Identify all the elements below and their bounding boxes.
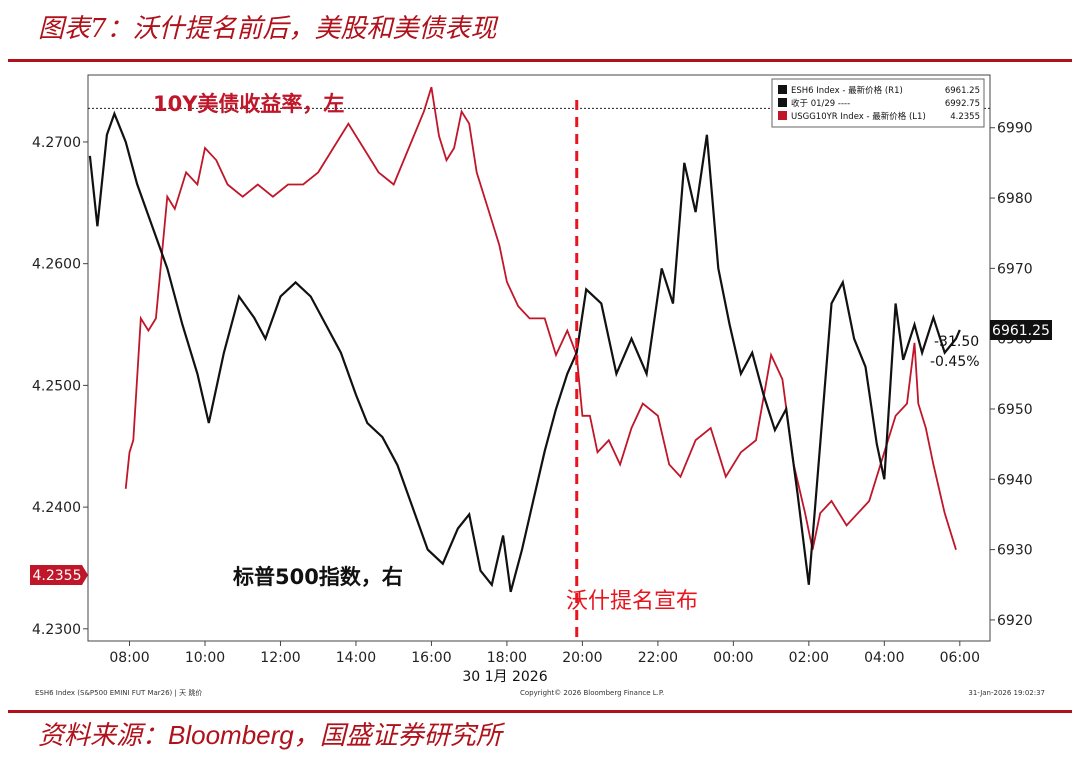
- spx-series-label: 标普500指数，右: [233, 565, 403, 589]
- x-tick-label: 22:00: [638, 650, 678, 666]
- plot-frame: [87, 74, 991, 642]
- last-price-right-value: 6961.25: [992, 323, 1050, 339]
- left-tick-label: 4.2600: [32, 257, 81, 273]
- last-price-tag-left: 4.2355: [30, 565, 88, 585]
- source-suffix: ，国盛证券研究所: [293, 721, 502, 751]
- bloomberg-footer-mid: Copyright© 2026 Bloomberg Finance L.P.: [520, 689, 664, 697]
- series-line-usgg10yr: [124, 86, 957, 550]
- bloomberg-footer-right: 31-Jan-2026 19:02:37: [968, 689, 1045, 697]
- series-line-esh6: [88, 110, 961, 593]
- source-prefix: 资料来源：: [38, 721, 169, 751]
- yield-series-label: 10Y美债收益率，左: [153, 92, 344, 116]
- right-tick-label: 6950: [997, 402, 1033, 418]
- x-tick-label: 14:00: [336, 650, 376, 666]
- left-tick-label: 4.2500: [32, 378, 81, 394]
- legend-label-close: 收于 01/29 ----: [791, 98, 850, 109]
- legend-label-usgg10yr: USGG10YR Index - 最新价格 (L1): [791, 111, 926, 122]
- x-axis: 08:00 10:00 12:00 14:00 16:00 18:00 20:00 22:00…: [109, 641, 980, 666]
- right-tick-label: 6980: [997, 191, 1033, 207]
- change-percent: -0.45%: [930, 354, 980, 370]
- legend-value-esh6: 6961.25: [945, 86, 980, 96]
- event-label: 沃什提名宣布: [566, 589, 698, 614]
- x-tick-label: 12:00: [260, 650, 300, 666]
- title-divider: [8, 59, 1072, 62]
- source-brand: Bloomberg: [168, 720, 294, 750]
- x-tick-label: 16:00: [411, 650, 451, 666]
- source-note: 资料来源：Bloomberg，国盛证券研究所: [38, 715, 502, 752]
- x-tick-label: 20:00: [562, 650, 602, 666]
- x-tick-label: 18:00: [487, 650, 527, 666]
- right-tick-label: 6920: [997, 613, 1033, 629]
- last-price-tag-right: 6961.25: [990, 320, 1052, 340]
- figure-title: 图表7：沃什提名前后，美股和美债表现: [38, 14, 497, 44]
- source-divider: [8, 710, 1072, 713]
- right-tick-label: 6970: [997, 261, 1033, 277]
- left-tick-label: 4.2700: [32, 135, 81, 151]
- right-y-axis: 69206930694069506960697069806990: [990, 121, 1033, 629]
- x-tick-label: 02:00: [789, 650, 829, 666]
- left-tick-label: 4.2400: [32, 500, 81, 516]
- x-tick-label: 04:00: [864, 650, 904, 666]
- x-tick-label: 08:00: [109, 650, 149, 666]
- x-tick-label: 10:00: [185, 650, 225, 666]
- right-tick-label: 6940: [997, 472, 1033, 488]
- legend-value-usgg10yr: 4.2355: [950, 112, 980, 122]
- legend-swatch-usgg10yr: [778, 111, 787, 120]
- x-tick-label: 06:00: [940, 650, 980, 666]
- legend-box: ESH6 Index - 最新价格 (R1) 6961.25 收于 01/29 …: [771, 78, 985, 128]
- x-axis-date-label: 30 1月 2026: [462, 669, 547, 685]
- right-tick-label: 6930: [997, 543, 1033, 559]
- legend-value-close: 6992.75: [945, 99, 980, 109]
- legend-swatch-esh6: [778, 85, 787, 94]
- legend-swatch-close: [778, 98, 787, 107]
- bloomberg-footer-left: ESH6 Index (S&P500 EMINI FUT Mar26) | 天 …: [35, 688, 202, 697]
- right-tick-label: 6990: [997, 121, 1033, 137]
- change-points: -31.50: [934, 334, 979, 350]
- legend-label-esh6: ESH6 Index - 最新价格 (R1): [791, 85, 903, 96]
- x-tick-label: 00:00: [713, 650, 753, 666]
- last-price-left-value: 4.2355: [33, 568, 82, 584]
- left-tick-label: 4.2300: [32, 622, 81, 638]
- left-y-axis: 4.2300 4.2400 4.2500 4.2600 4.2700: [32, 135, 88, 638]
